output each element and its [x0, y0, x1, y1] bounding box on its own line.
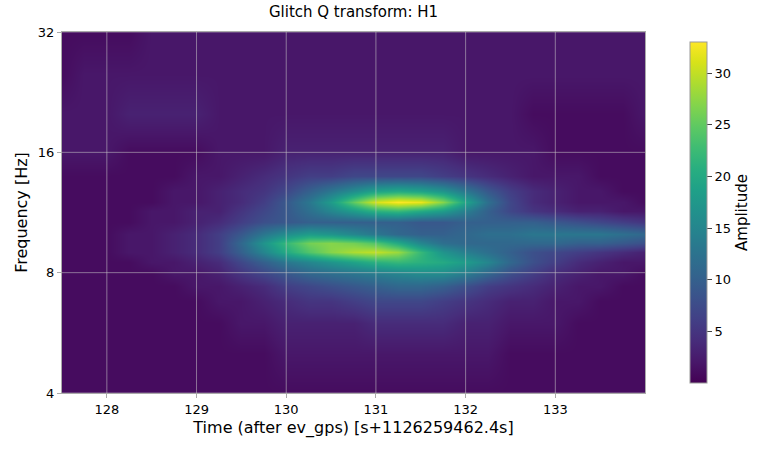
svg-text:Frequency [Hz]: Frequency [Hz]	[12, 152, 31, 273]
svg-text:16: 16	[38, 145, 55, 160]
svg-text:30: 30	[715, 66, 732, 81]
svg-text:32: 32	[38, 25, 55, 40]
svg-text:20: 20	[715, 169, 732, 184]
svg-text:133: 133	[543, 402, 568, 417]
svg-text:Amplitude: Amplitude	[733, 174, 751, 251]
svg-text:131: 131	[364, 402, 389, 417]
svg-text:10: 10	[715, 272, 732, 287]
svg-text:5: 5	[715, 324, 723, 339]
svg-text:8: 8	[46, 265, 54, 280]
svg-text:Glitch Q transform: H1: Glitch Q transform: H1	[269, 3, 438, 21]
svg-text:Time (after ev_gps) [s+1126259: Time (after ev_gps) [s+1126259462.4s]	[192, 418, 513, 438]
svg-text:15: 15	[715, 221, 732, 236]
svg-text:25: 25	[715, 117, 732, 132]
svg-text:129: 129	[184, 402, 209, 417]
svg-text:4: 4	[46, 386, 54, 401]
svg-text:132: 132	[453, 402, 478, 417]
svg-text:130: 130	[274, 402, 299, 417]
svg-text:128: 128	[94, 402, 119, 417]
